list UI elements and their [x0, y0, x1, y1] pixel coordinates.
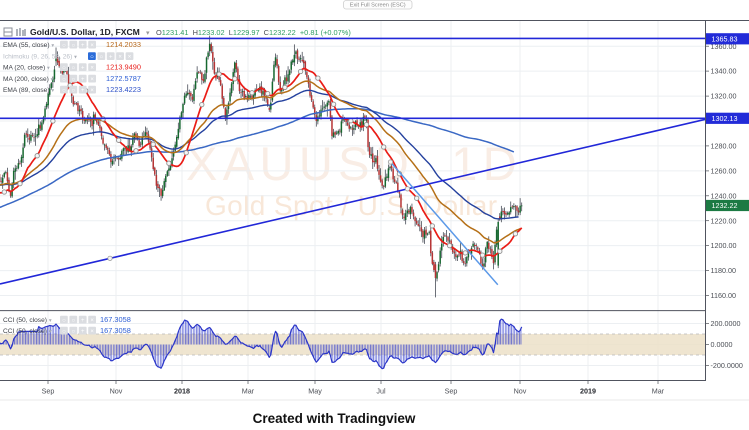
- svg-text:○: ○: [71, 329, 75, 335]
- svg-text:×: ×: [118, 54, 122, 60]
- svg-text:-200.0000: -200.0000: [711, 361, 743, 370]
- svg-text:0.0000: 0.0000: [711, 340, 733, 349]
- svg-text:×: ×: [90, 65, 94, 71]
- svg-text:Nov: Nov: [514, 387, 527, 396]
- svg-text:2019: 2019: [580, 387, 596, 396]
- svg-text:×: ×: [90, 77, 94, 83]
- svg-text:May: May: [308, 387, 322, 396]
- svg-text:○: ○: [71, 65, 75, 71]
- svg-text:CCI (50, close) ▾: CCI (50, close) ▾: [3, 317, 52, 324]
- svg-text:1160.00: 1160.00: [711, 291, 736, 300]
- svg-text:○: ○: [62, 77, 66, 83]
- svg-text:+: +: [81, 65, 85, 71]
- svg-text:Mar: Mar: [242, 387, 255, 396]
- svg-text:1214.2033: 1214.2033: [106, 40, 141, 49]
- svg-text:×: ×: [90, 329, 94, 335]
- svg-text:1260.00: 1260.00: [711, 167, 737, 176]
- svg-text:○: ○: [62, 318, 66, 324]
- svg-text:EMA (55, close) ▾: EMA (55, close) ▾: [3, 42, 54, 49]
- svg-text:+: +: [81, 329, 85, 335]
- svg-text:Gold/U.S. Dollar, 1D, FXCM: Gold/U.S. Dollar, 1D, FXCM: [30, 27, 140, 37]
- svg-text:MA (20, close) ▾: MA (20, close) ▾: [3, 64, 50, 71]
- svg-text:○: ○: [90, 54, 94, 60]
- svg-text:Created with Tradingview: Created with Tradingview: [253, 411, 416, 426]
- svg-text:1232.22: 1232.22: [712, 201, 738, 210]
- svg-text:1302.13: 1302.13: [712, 114, 738, 123]
- svg-text:Exit Full Screen (ESC): Exit Full Screen (ESC): [350, 3, 406, 9]
- svg-text:○: ○: [99, 54, 103, 60]
- svg-text:1280.00: 1280.00: [711, 142, 737, 151]
- svg-text:1365.83: 1365.83: [712, 35, 738, 44]
- svg-text:EMA (89, close) ▾: EMA (89, close) ▾: [3, 87, 54, 94]
- svg-text:Sep: Sep: [445, 387, 458, 396]
- svg-text:Ichimoku (9, 26, 52, 26) ▾: Ichimoku (9, 26, 52, 26) ▾: [3, 53, 77, 60]
- svg-text:167.3058: 167.3058: [100, 326, 131, 335]
- svg-text:+: +: [81, 77, 85, 83]
- svg-text:○: ○: [62, 65, 66, 71]
- svg-text:200.0000: 200.0000: [711, 319, 741, 328]
- svg-text:1213.9490: 1213.9490: [106, 63, 141, 72]
- svg-text:○: ○: [62, 329, 66, 335]
- svg-text:Jul: Jul: [376, 387, 386, 396]
- svg-text:×: ×: [90, 318, 94, 324]
- svg-text:1223.4223: 1223.4223: [106, 85, 141, 94]
- svg-text:MA (200, close) ▾: MA (200, close) ▾: [3, 76, 54, 83]
- svg-text:○: ○: [71, 43, 75, 49]
- svg-text:×: ×: [90, 43, 94, 49]
- svg-text:×: ×: [90, 88, 94, 94]
- svg-text:1320.00: 1320.00: [711, 92, 737, 101]
- svg-text:○: ○: [71, 318, 75, 324]
- svg-text:1360.00: 1360.00: [711, 42, 737, 51]
- svg-text:Mar: Mar: [652, 387, 665, 396]
- svg-text:1340.00: 1340.00: [711, 67, 737, 76]
- svg-text:2018: 2018: [174, 387, 190, 396]
- svg-text:CCI (50, close) ▾: CCI (50, close) ▾: [3, 328, 52, 335]
- svg-text:XAUUSD, 1D: XAUUSD, 1D: [186, 137, 522, 190]
- svg-text:×: ×: [128, 54, 132, 60]
- svg-text:1240.00: 1240.00: [711, 191, 737, 200]
- svg-text:167.3058: 167.3058: [100, 315, 131, 324]
- svg-text:○: ○: [71, 77, 75, 83]
- svg-text:O1231.41 H1233.02 L1229.97: O1231.41 H1233.02 L1229.97 C1232.22 +0.8…: [156, 28, 351, 37]
- svg-text:○: ○: [71, 88, 75, 94]
- svg-text:1200.00: 1200.00: [711, 241, 737, 250]
- svg-text:+: +: [109, 54, 113, 60]
- svg-text:▾: ▾: [146, 30, 150, 37]
- svg-text:1180.00: 1180.00: [711, 266, 736, 275]
- svg-text:Gold Spot / U.S. Dollar: Gold Spot / U.S. Dollar: [205, 190, 497, 221]
- svg-text:○: ○: [62, 43, 66, 49]
- svg-text:+: +: [81, 43, 85, 49]
- svg-text:Nov: Nov: [110, 387, 123, 396]
- svg-text:1220.00: 1220.00: [711, 216, 737, 225]
- svg-text:1272.5787: 1272.5787: [106, 74, 141, 83]
- svg-text:○: ○: [62, 88, 66, 94]
- svg-text:+: +: [81, 318, 85, 324]
- svg-text:+: +: [81, 88, 85, 94]
- svg-text:Sep: Sep: [42, 387, 55, 396]
